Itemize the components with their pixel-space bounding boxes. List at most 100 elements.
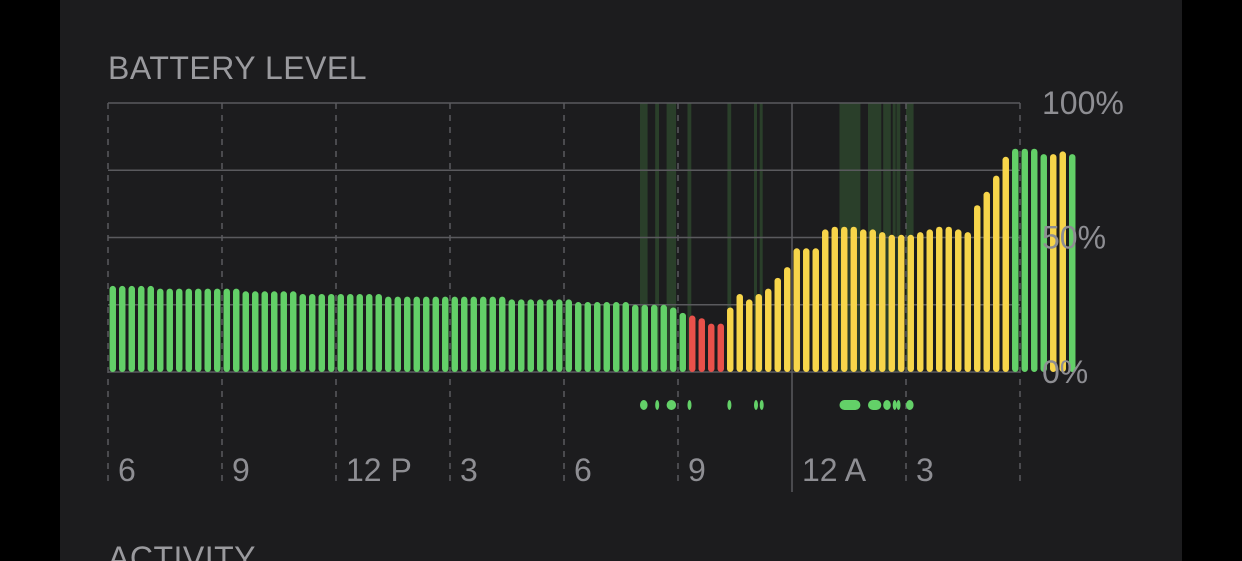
battery-bar — [299, 293, 306, 372]
battery-bar — [945, 226, 952, 372]
battery-bar — [993, 175, 1000, 372]
battery-bar — [575, 302, 582, 372]
battery-bar — [413, 296, 420, 372]
battery-bar — [565, 299, 572, 372]
battery-bar — [879, 232, 886, 372]
battery-bar — [936, 226, 943, 372]
battery-bar — [185, 288, 192, 372]
battery-bar — [499, 296, 506, 372]
battery-bar — [375, 293, 382, 372]
battery-bar — [955, 229, 962, 372]
battery-bar — [594, 302, 601, 372]
x-tick-label: 6 — [118, 452, 136, 488]
battery-bar — [803, 248, 810, 372]
battery-bar — [432, 296, 439, 372]
battery-bar — [166, 288, 173, 372]
x-tick-label: 9 — [688, 452, 706, 488]
battery-bar — [318, 293, 325, 372]
x-tick-label: 12 P — [346, 452, 412, 488]
battery-bar — [356, 293, 363, 372]
battery-bar — [556, 299, 563, 372]
battery-bar — [119, 285, 126, 372]
battery-bar — [689, 315, 696, 372]
battery-bar — [138, 285, 145, 372]
battery-bar — [223, 288, 230, 372]
charging-dot — [892, 400, 897, 410]
charging-dot — [906, 400, 914, 410]
battery-bar — [518, 299, 525, 372]
battery-bar — [128, 285, 135, 372]
battery-bar — [1040, 154, 1047, 372]
x-tick-label: 3 — [916, 452, 934, 488]
battery-bar — [442, 296, 449, 372]
y-tick-label: 50% — [1042, 220, 1106, 256]
battery-panel: BATTERY LEVEL 100% 50% 0% 6 9 12 P 3 6 9 12 A 3 A… — [60, 0, 1182, 561]
battery-bar — [641, 304, 648, 372]
battery-bar — [423, 296, 430, 372]
activity-section-title: ACTIVITY — [108, 540, 257, 561]
battery-bar — [812, 248, 819, 372]
battery-bar — [404, 296, 411, 372]
battery-bar — [233, 288, 240, 372]
battery-bar — [470, 296, 477, 372]
y-tick-label: 100% — [1042, 85, 1124, 121]
battery-bar — [746, 299, 753, 372]
battery-bar — [147, 285, 154, 372]
battery-bar — [271, 291, 278, 372]
section-title: BATTERY LEVEL — [108, 50, 368, 86]
battery-bar — [204, 288, 211, 372]
battery-bar — [309, 293, 316, 372]
battery-bar — [708, 323, 715, 372]
battery-bar — [974, 205, 981, 372]
x-tick-label: 9 — [232, 452, 250, 488]
battery-bar — [242, 291, 249, 372]
battery-bar — [480, 296, 487, 372]
charging-dot — [896, 400, 901, 410]
charging-dot — [687, 400, 692, 410]
battery-bar — [670, 307, 677, 372]
charging-dot — [666, 400, 677, 410]
battery-bar — [888, 234, 895, 372]
battery-bar — [793, 248, 800, 372]
battery-bar — [394, 296, 401, 372]
battery-bar — [328, 293, 335, 372]
battery-bar — [584, 302, 591, 372]
charging-indicators — [640, 400, 914, 410]
battery-bar — [261, 291, 268, 372]
charging-dot — [754, 400, 758, 410]
battery-bar — [451, 296, 458, 372]
battery-bar — [822, 229, 829, 372]
battery-bar — [917, 232, 924, 372]
charging-dot — [759, 400, 764, 410]
battery-bar — [632, 304, 639, 372]
battery-bar — [157, 288, 164, 372]
battery-bar — [831, 226, 838, 372]
battery-bar — [755, 293, 762, 372]
battery-bar — [698, 318, 705, 372]
battery-bar — [537, 299, 544, 372]
battery-bar — [651, 304, 658, 372]
charging-dot — [868, 400, 882, 410]
battery-bar — [860, 229, 867, 372]
battery-bar — [784, 267, 791, 372]
battery-bar — [195, 288, 202, 372]
charging-dot — [727, 400, 732, 410]
battery-bar — [1050, 154, 1057, 372]
battery-bar — [385, 296, 392, 372]
battery-bar — [679, 312, 686, 372]
battery-bar — [983, 191, 990, 372]
charging-dot — [883, 400, 891, 410]
battery-bar — [869, 229, 876, 372]
battery-bar — [546, 299, 553, 372]
battery-bar — [527, 299, 534, 372]
battery-level-chart[interactable]: 100% 50% 0% 6 9 12 P 3 6 9 12 A 3 — [60, 0, 1182, 561]
charging-dot — [640, 400, 648, 410]
battery-bar — [765, 288, 772, 372]
x-axis-labels: 6 9 12 P 3 6 9 12 A 3 — [118, 452, 934, 488]
battery-bar — [907, 234, 914, 372]
x-tick-label: 3 — [460, 452, 478, 488]
battery-bar — [1021, 148, 1028, 372]
x-tick-label: 6 — [574, 452, 592, 488]
battery-bar — [717, 323, 724, 372]
battery-bars — [109, 148, 1076, 372]
